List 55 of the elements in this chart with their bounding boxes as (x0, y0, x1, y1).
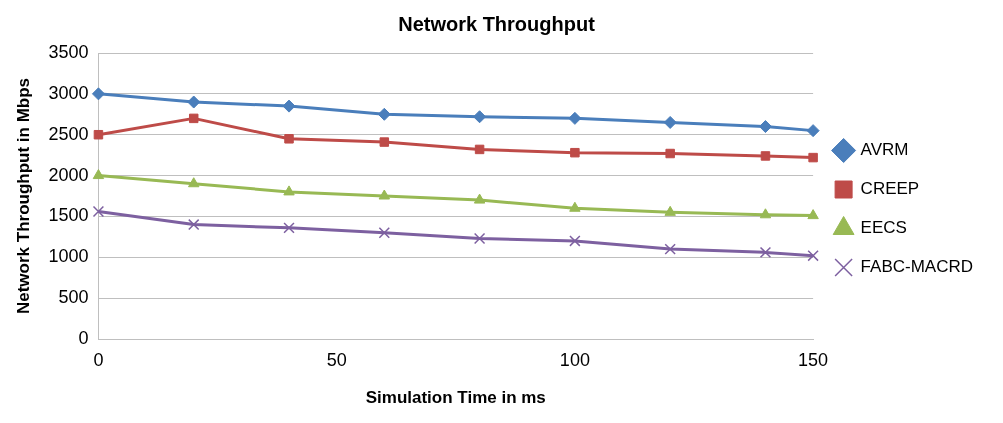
y-tick-label: 500 (58, 287, 89, 308)
point (473, 193, 486, 204)
point (283, 185, 295, 196)
chart-title: Network Throughput (398, 12, 596, 35)
y-tick-label: 2000 (48, 164, 89, 185)
point (378, 227, 391, 239)
point (664, 205, 676, 216)
point (91, 87, 105, 101)
y-axis-title: Network Throughput in Mbps (13, 77, 33, 315)
point (378, 189, 391, 200)
point (569, 235, 581, 247)
point (569, 201, 581, 212)
point (568, 111, 582, 125)
point (570, 147, 580, 158)
y-tick-label: 3000 (48, 82, 89, 103)
y-tick-label: 1500 (48, 205, 89, 226)
y-tick-label: 2500 (48, 123, 89, 144)
point (760, 151, 771, 161)
legend-label: FABC-MACRD (860, 257, 974, 277)
y-tick-label: 3500 (48, 41, 89, 62)
point (377, 107, 391, 121)
point (808, 152, 818, 163)
point (92, 205, 105, 218)
x-tick-label: 150 (798, 349, 829, 370)
point (473, 232, 486, 245)
x-tick-label: 100 (559, 349, 590, 370)
x-tick-label: 50 (326, 349, 347, 370)
point (92, 169, 105, 180)
point (284, 134, 294, 144)
point (188, 218, 200, 231)
point (188, 177, 200, 188)
point (758, 120, 772, 134)
legend-label: EECS (860, 218, 907, 238)
point (806, 124, 820, 138)
point (663, 115, 677, 129)
point (665, 148, 675, 159)
point (474, 144, 485, 155)
y-tick-label: 0 (78, 327, 89, 348)
x-axis-title: Simulation Time in ms (365, 388, 546, 408)
point (807, 209, 819, 220)
legend-label: AVRM (860, 140, 909, 160)
point (187, 95, 201, 109)
point (93, 129, 104, 140)
point (379, 137, 390, 147)
point (188, 113, 199, 124)
legend-label: CREEP (860, 179, 920, 199)
x-tick-label: 0 (93, 349, 104, 370)
point (664, 243, 676, 255)
point (473, 110, 487, 124)
y-tick-label: 1000 (48, 246, 89, 267)
point (759, 208, 772, 219)
point (282, 99, 296, 113)
point (283, 222, 295, 234)
point (807, 249, 819, 262)
point (759, 246, 772, 259)
